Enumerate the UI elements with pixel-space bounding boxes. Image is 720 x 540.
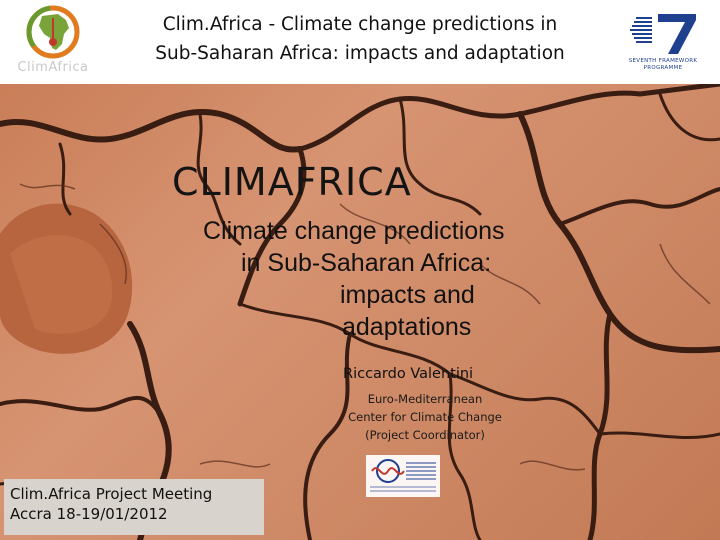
page-title-line-2: Sub-Saharan Africa: impacts and adaptati… xyxy=(155,43,565,64)
affiliation-line-3: (Project Coordinator) xyxy=(365,428,485,442)
page-title-line-1: Clim.Africa - Climate change predictions… xyxy=(162,14,558,35)
presenter-name: Riccardo Valentini xyxy=(343,366,474,382)
seventh-framework-logo: SEVENTH FRAMEWORK PROGRAMME xyxy=(622,10,704,76)
slide-title: CLIMAFRICA xyxy=(172,160,412,204)
subtitle-line-2: in Sub-Saharan Africa: xyxy=(241,249,492,277)
presenter-affiliation: Euro-Mediterranean Center for Climate Ch… xyxy=(330,390,520,444)
fp7-icon xyxy=(630,14,696,54)
fp7-caption-line-1: SEVENTH FRAMEWORK xyxy=(628,58,698,64)
slide-header: ClimAfrica Clim.Africa - Climate change … xyxy=(0,0,720,84)
subtitle-line-1: Climate change predictions xyxy=(203,217,505,245)
subtitle-line-3: impacts and xyxy=(340,281,475,309)
cracked-earth-image xyxy=(0,84,720,540)
subtitle-line-4: adaptations xyxy=(342,313,472,341)
meeting-place-date: Accra 18-19/01/2012 xyxy=(10,505,168,523)
affiliation-line-1: Euro-Mediterranean xyxy=(367,392,483,406)
slide-subtitle: Climate change predictions in Sub-Sahara… xyxy=(195,215,585,343)
climafrica-logo: ClimAfrica xyxy=(6,4,100,80)
africa-map-icon xyxy=(26,5,80,59)
meeting-info-box: Clim.Africa Project Meeting Accra 18-19/… xyxy=(4,479,264,535)
meeting-name: Clim.Africa Project Meeting xyxy=(10,485,213,503)
fp7-caption-line-2: PROGRAMME xyxy=(643,64,683,71)
cmcc-logo xyxy=(366,455,440,497)
cracked-earth-background xyxy=(0,84,720,540)
cmcc-wave-icon xyxy=(370,459,436,492)
page-title: Clim.Africa - Climate change predictions… xyxy=(125,10,595,68)
affiliation-line-2: Center for Climate Change xyxy=(348,410,502,424)
fp7-caption: SEVENTH FRAMEWORK PROGRAMME xyxy=(622,58,704,71)
climafrica-logo-text: ClimAfrica xyxy=(17,60,89,75)
